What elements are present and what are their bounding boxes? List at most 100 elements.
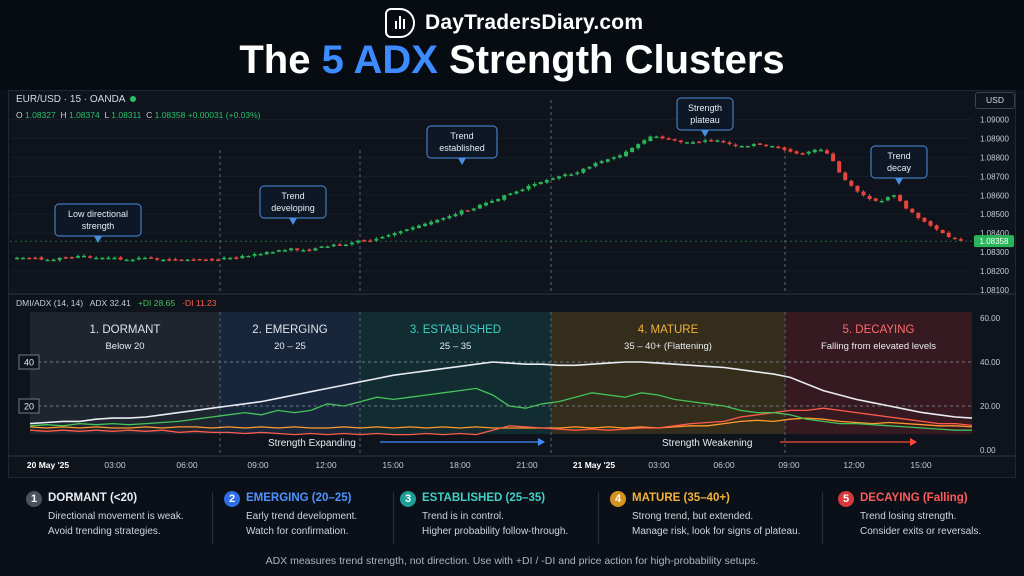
candle-body (209, 258, 214, 261)
candle-body (812, 149, 817, 153)
candle-body (191, 259, 196, 261)
candle-body (550, 178, 555, 180)
price-tick-label: 1.08100 (980, 286, 1009, 295)
candle-body (958, 239, 963, 241)
candle-body (544, 180, 549, 183)
legend-card-5: 5 DECAYING (Falling) Trend losing streng… (838, 486, 1013, 546)
callout-pointer (94, 236, 102, 243)
candle-body (581, 168, 586, 173)
time-tick-label: 12:00 (315, 460, 337, 470)
candle-body (648, 136, 653, 141)
candle-body (252, 254, 257, 256)
candle-body (179, 259, 184, 262)
weakening-label: Strength Weakening (662, 438, 752, 449)
candle-body (362, 240, 367, 242)
indicator-readout[interactable]: DMI/ADX (14, 14) ADX 32.41 +DI 28.65 -DI… (16, 298, 217, 308)
ohlc-open: 1.08327 (25, 110, 56, 120)
candle-body (660, 136, 665, 139)
candle-body (910, 208, 915, 213)
candle-body (380, 236, 385, 239)
candle-body (343, 244, 348, 247)
candle-body (593, 163, 598, 167)
candle-body (398, 231, 403, 234)
candle-body (112, 257, 117, 260)
zone-subtitle: Falling from elevated levels (821, 341, 936, 352)
candle-body (776, 146, 781, 149)
candle-body (788, 149, 793, 152)
callout-line1: Trend (281, 191, 304, 201)
zone-band (785, 312, 972, 434)
candle-body (325, 246, 330, 248)
time-tick-label: 12:00 (843, 460, 865, 470)
ohlc-low: 1.08311 (111, 110, 142, 120)
candle-body (142, 257, 147, 260)
candle-body (605, 159, 610, 162)
candle-body (642, 140, 647, 144)
market-open-icon (130, 96, 137, 103)
candle-body (928, 221, 933, 226)
candle-body (855, 185, 860, 192)
candle-body (849, 180, 854, 186)
candle-body (459, 210, 464, 215)
candle-body (106, 257, 111, 260)
legend-line2-1: Avoid trending strategies. (48, 526, 161, 537)
candle-body (356, 240, 361, 243)
legend-line1-5: Trend losing strength. (860, 511, 957, 522)
candle-body (733, 144, 738, 147)
candle-body (471, 208, 476, 211)
candle-body (885, 197, 890, 201)
candle-body (404, 229, 409, 231)
candle-body (203, 259, 208, 262)
candle-body (575, 172, 580, 175)
adx-tick-label: 0.00 (980, 446, 996, 455)
candle-body (301, 250, 306, 252)
candle-body (587, 166, 592, 169)
candle-body (563, 174, 568, 177)
currency-button[interactable]: USD (975, 92, 1015, 109)
adx-tick-label: 40.00 (980, 358, 1001, 367)
level-tag (18, 354, 40, 370)
ohlc-o-label: O (16, 110, 23, 120)
candle-body (130, 259, 135, 262)
callout-line1: Trend (450, 131, 473, 141)
level-label: 40 (24, 358, 34, 368)
candle-body (818, 149, 823, 152)
time-tick-label: 03:00 (104, 460, 126, 470)
legend-line1-2: Early trend development. (246, 511, 358, 522)
time-tick-label: 06:00 (713, 460, 735, 470)
candle-body (15, 257, 20, 260)
legend-line1-4: Strong trend, but extended. (632, 511, 754, 522)
candle-body (952, 237, 957, 240)
time-tick-label: 09:00 (247, 460, 269, 470)
legend-badge-2: 2 (224, 491, 240, 507)
candle-body (569, 174, 574, 176)
candle-body (532, 183, 537, 186)
indicator-name: DMI/ADX (14, 14) (16, 298, 84, 308)
brand[interactable]: DayTradersDiary.com (385, 6, 643, 40)
expanding-label: Strength Expanding (268, 438, 356, 449)
legend-head-5: DECAYING (Falling) (860, 492, 968, 504)
legend-divider (212, 492, 213, 544)
time-tick-label: 03:00 (648, 460, 670, 470)
candle-body (672, 139, 677, 141)
candle-body (727, 142, 732, 145)
callout-line1: Trend (887, 151, 910, 161)
candle-body (770, 146, 775, 148)
candle-body (94, 257, 99, 260)
time-tick-label: 18:00 (449, 460, 471, 470)
zone-band (30, 312, 220, 434)
candle-body (636, 144, 641, 149)
candle-body (526, 185, 531, 190)
candle-body (691, 142, 696, 144)
candle-body (490, 200, 495, 203)
brand-name: DayTradersDiary.com (425, 11, 644, 34)
level-tag (18, 398, 40, 414)
candle-body (502, 195, 507, 200)
price-tick-label: 1.08600 (980, 191, 1009, 200)
ohlc-h-label: H (60, 110, 67, 120)
candle-body (258, 254, 263, 256)
title-after: Strength Clusters (437, 38, 785, 82)
price-tick-label: 1.08200 (980, 267, 1009, 276)
symbol-label[interactable]: EUR/USD · 15 · OANDA (16, 94, 137, 105)
